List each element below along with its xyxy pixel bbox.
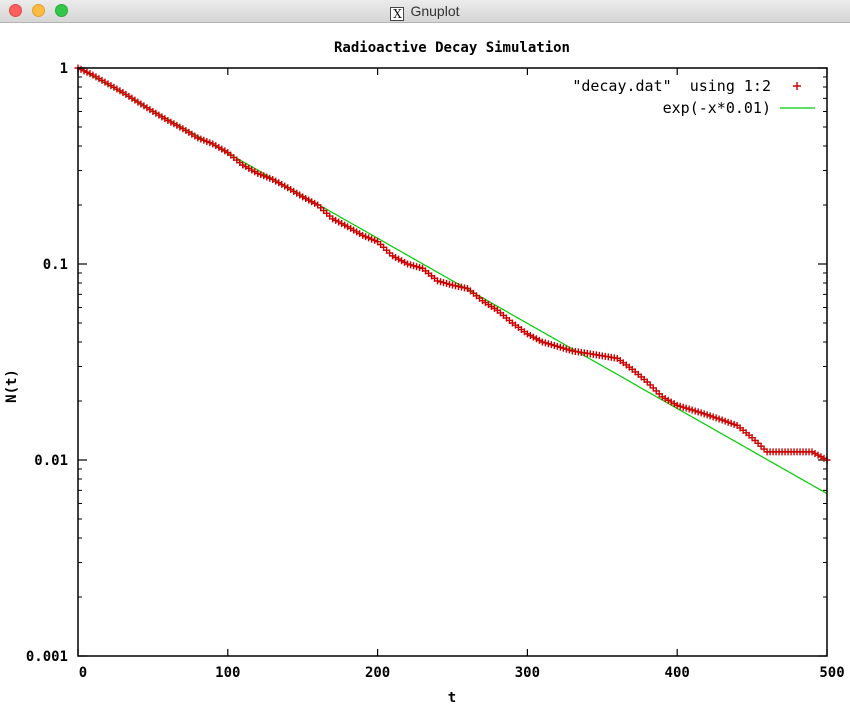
- zoom-window-button[interactable]: [55, 4, 68, 17]
- x-tick-label: 0: [79, 665, 87, 681]
- y-axis-label: N(t): [4, 369, 20, 403]
- plot-canvas: Radioactive Decay Simulation t N(t) 0 100…: [4, 40, 845, 706]
- axis-ticks: 0 100 200 300 400 500 1 0.1 0.01 0.001: [26, 61, 845, 681]
- plot-border: [77, 67, 828, 657]
- y-tick-label: 0.1: [43, 257, 68, 273]
- x-tick-label: 500: [819, 665, 844, 681]
- window-title-text: Gnuplot: [410, 3, 460, 19]
- x-axis-label: t: [448, 690, 456, 706]
- y-tick-label: 0.01: [34, 453, 68, 469]
- x-tick-label: 200: [365, 665, 390, 681]
- window-title: X Gnuplot: [0, 3, 850, 21]
- plot-data: [74, 64, 831, 495]
- legend-label-fit: exp(-x*0.01): [663, 99, 771, 117]
- legend: "decay.dat" using 1:2 exp(-x*0.01): [572, 77, 815, 117]
- chart-title: Radioactive Decay Simulation: [334, 40, 570, 56]
- x-tick-label: 100: [215, 665, 240, 681]
- close-window-button[interactable]: [9, 4, 22, 17]
- y-tick-label: 0.001: [26, 649, 68, 665]
- y-tick-label: 1: [60, 61, 68, 77]
- window-titlebar: X Gnuplot: [0, 0, 850, 23]
- x11-icon: X: [390, 7, 405, 21]
- legend-marker-data: [793, 82, 801, 90]
- x-tick-label: 400: [665, 665, 690, 681]
- minimize-window-button[interactable]: [32, 4, 45, 17]
- x-tick-label: 300: [515, 665, 540, 681]
- legend-label-data: "decay.dat" using 1:2: [572, 77, 771, 95]
